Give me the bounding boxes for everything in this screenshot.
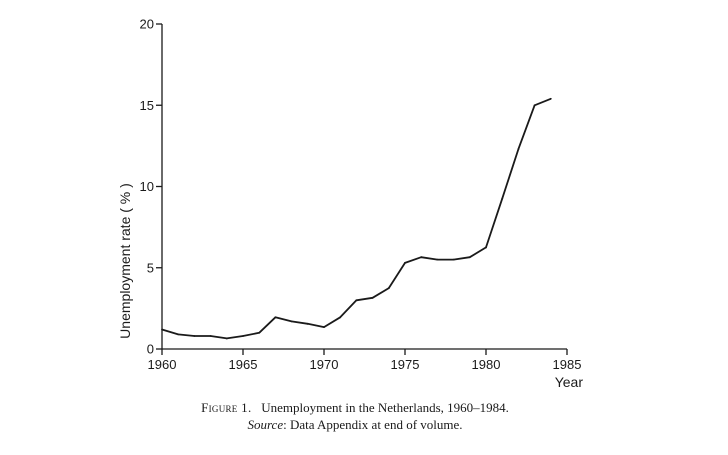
data-point [290, 320, 293, 323]
figure-number: Figure 1. [201, 400, 252, 415]
data-point [404, 261, 406, 264]
y-tick-label: 20 [140, 17, 154, 32]
data-point [177, 333, 180, 336]
data-point [355, 299, 358, 302]
series-points [161, 97, 552, 340]
x-tick-label: 1980 [472, 357, 501, 372]
y-axis-ticks: 0 5 10 15 20 [140, 17, 162, 357]
data-point [485, 246, 487, 249]
x-tick-label: 1985 [553, 357, 582, 372]
figure-title: Unemployment in the Netherlands, 1960–19… [261, 400, 509, 415]
data-point [501, 197, 504, 200]
data-point [549, 97, 552, 100]
data-point [242, 335, 244, 337]
data-point [517, 148, 520, 151]
data-point [161, 328, 163, 331]
data-point [420, 256, 423, 259]
data-point [452, 258, 455, 261]
data-point [468, 256, 471, 259]
source-text: : Data Appendix at end of volume. [283, 417, 463, 432]
x-axis-ticks: 1960 1965 1970 1975 1980 1985 [148, 349, 582, 372]
y-tick-label: 0 [147, 342, 154, 357]
data-point [371, 296, 374, 299]
x-axis-label: Year [555, 374, 584, 390]
x-tick-label: 1960 [148, 357, 177, 372]
data-point [225, 337, 228, 340]
source-note: Source: Data Appendix at end of volume. [0, 417, 710, 433]
data-point [323, 326, 325, 328]
data-point [274, 316, 277, 319]
data-point [306, 322, 309, 325]
figure-caption: Figure 1. Unemployment in the Netherland… [0, 400, 710, 416]
x-tick-label: 1975 [391, 357, 420, 372]
data-point [533, 104, 536, 107]
y-tick-label: 10 [140, 179, 154, 194]
data-point [209, 335, 212, 337]
data-point [258, 331, 261, 334]
source-label: Source [247, 417, 284, 432]
x-tick-label: 1965 [229, 357, 258, 372]
data-point [339, 316, 342, 319]
y-axis-label: Unemployment rate ( % ) [117, 183, 133, 339]
y-tick-label: 15 [140, 98, 154, 113]
data-point [387, 287, 390, 289]
series-line-unemployment [161, 97, 552, 340]
data-point [193, 335, 196, 337]
y-tick-label: 5 [147, 260, 154, 275]
data-point [436, 258, 439, 261]
x-tick-label: 1970 [310, 357, 339, 372]
